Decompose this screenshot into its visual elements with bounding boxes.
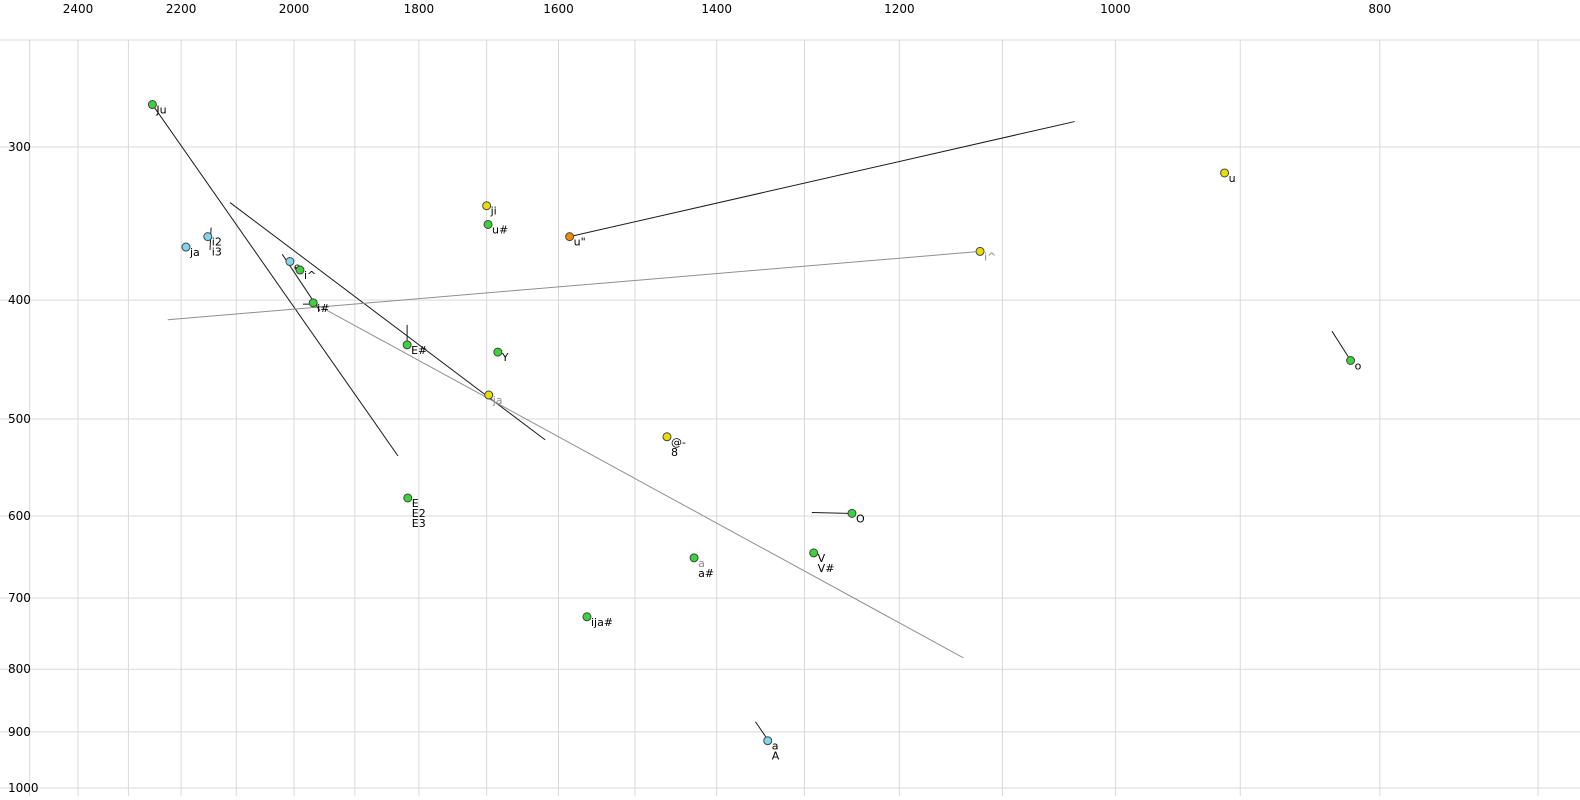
point-label: E#: [411, 344, 427, 357]
y-tick-label: 1000: [8, 781, 39, 795]
point-label: @-: [671, 436, 686, 449]
y-tick-label: 600: [8, 509, 31, 523]
point-label: a#: [698, 567, 714, 580]
data-point: [662, 432, 672, 442]
data-point: [484, 390, 494, 400]
data-point: [565, 232, 575, 242]
data-point: [809, 548, 819, 558]
trace-segment: [569, 121, 1075, 238]
point-label: ja: [189, 246, 200, 259]
trace-segment: [151, 104, 399, 457]
point-label: i2: [212, 236, 222, 249]
data-point: [1220, 168, 1230, 178]
point-label: ji: [490, 205, 497, 218]
x-tick-label: 1200: [884, 2, 915, 16]
data-point: [847, 508, 857, 518]
data-point: [403, 493, 413, 503]
data-point: [763, 736, 773, 746]
trace-segment: [1331, 330, 1350, 359]
point-label: A: [772, 750, 780, 763]
x-tick-label: 800: [1368, 2, 1391, 16]
data-point: [975, 246, 985, 256]
trace-segment: [811, 511, 849, 514]
data-point: [482, 201, 492, 211]
point-label: 8: [671, 446, 678, 459]
point-label: Y: [501, 351, 509, 364]
point-label: a: [698, 557, 705, 570]
data-point: [402, 340, 412, 350]
y-tick-label: 400: [8, 293, 31, 307]
point-label: O: [856, 512, 865, 525]
data-point: [582, 612, 592, 622]
data-point: [285, 257, 295, 267]
data-point: [295, 265, 305, 275]
point-label: u#: [492, 223, 508, 236]
trace-segment: [755, 721, 768, 739]
trace-segment: [167, 250, 981, 321]
point-label: E3: [412, 517, 426, 530]
point-label: i#: [317, 302, 329, 315]
point-label: u: [1229, 172, 1236, 185]
y-tick-label: 500: [8, 412, 31, 426]
point-label: Ju: [155, 104, 166, 117]
data-point: [493, 347, 503, 357]
point-label: E2: [412, 507, 426, 520]
data-point: [181, 242, 191, 252]
y-tick-label: 300: [8, 140, 31, 154]
point-label: i^: [304, 269, 316, 282]
point-label: i^: [984, 250, 996, 263]
x-tick-label: 1800: [404, 2, 435, 16]
point-label: u": [574, 236, 586, 249]
data-point: [147, 100, 157, 110]
point-label: ija#: [591, 616, 613, 629]
y-tick-label: 800: [8, 662, 31, 676]
x-tick-label: 1600: [543, 2, 574, 16]
point-label: ja: [492, 394, 503, 407]
x-tick-label: 2000: [279, 2, 310, 16]
data-point: [689, 553, 699, 563]
point-label: V: [818, 552, 826, 565]
y-tick-label: 900: [8, 725, 31, 739]
x-tick-label: 2200: [166, 2, 197, 16]
x-tick-label: 1400: [701, 2, 732, 16]
data-point: [483, 219, 493, 229]
y-tick-label: 700: [8, 591, 31, 605]
x-tick-label: 1000: [1100, 2, 1131, 16]
data-point: [308, 298, 318, 308]
trace-segment: [312, 302, 964, 659]
data-point: [203, 232, 213, 242]
point-label: E: [412, 497, 419, 510]
point-label: i3: [212, 246, 222, 259]
point-label: V#: [818, 562, 835, 575]
x-tick-label: 2400: [63, 2, 94, 16]
point-label: o: [1355, 359, 1362, 372]
data-point: [1346, 355, 1356, 365]
point-label: a: [772, 740, 779, 753]
